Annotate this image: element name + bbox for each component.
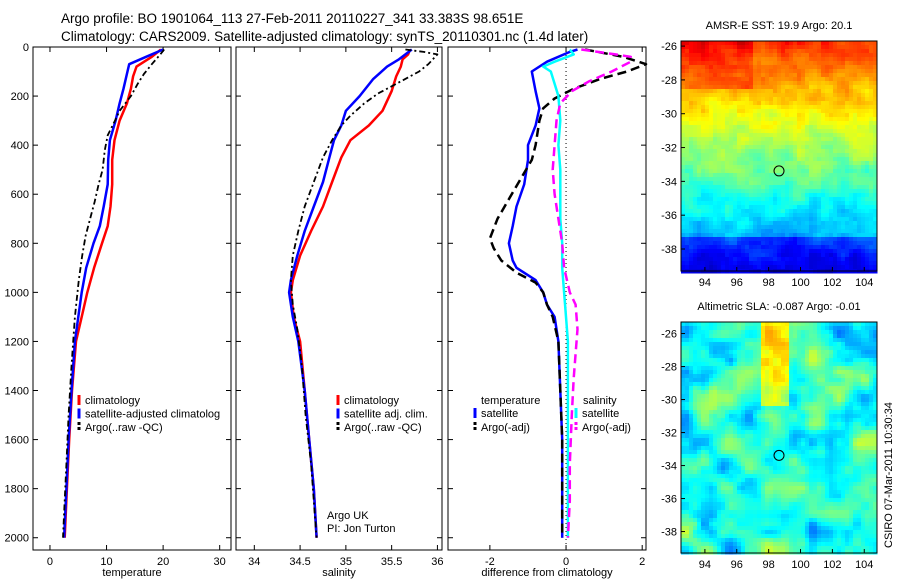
figure-title-line2: Climatology: CARS2009. Satellite-adjuste… xyxy=(61,29,589,44)
y-tick-label-depth: 1600 xyxy=(5,435,29,447)
map-y-tick-label-sst: -30 xyxy=(661,109,677,121)
map-frame-sla xyxy=(680,321,878,554)
argo-position-marker-sst xyxy=(773,165,785,177)
legend-salinity-1-label: satellite adj. clim. xyxy=(344,409,428,421)
x-tick-label-difference: 2 xyxy=(639,556,645,568)
map-y-tick-label-sst: -26 xyxy=(661,41,677,53)
x-tick-label-temperature: 10 xyxy=(100,556,112,568)
map-x-tick-label-sla: 98 xyxy=(763,559,775,571)
map-field-sst xyxy=(681,41,878,274)
map-y-tick-label-sla: -30 xyxy=(661,395,677,407)
legend-diff-temp-satellite-label: satellite xyxy=(481,408,518,420)
x-tick-label-salinity: 35.5 xyxy=(381,556,402,568)
map-y-tick-label-sla: -36 xyxy=(661,494,677,506)
x-tick-label-difference: 0 xyxy=(563,556,569,568)
y-tick-label-depth: 400 xyxy=(11,140,29,152)
x-tick-label-salinity: 35 xyxy=(340,556,352,568)
x-tick-label-salinity: 34.5 xyxy=(289,556,310,568)
y-tick-label-depth: 600 xyxy=(11,189,29,201)
series-line-salinity-satellite-adj-clim- xyxy=(287,48,413,538)
map-title-sst: AMSR-E SST: 19.9 Argo: 20.1 xyxy=(706,20,853,32)
map-x-tick-label-sla: 94 xyxy=(699,559,711,571)
legend-diff-sal-argo-label: Argo(-adj) xyxy=(582,422,631,434)
x-tick-label-difference: -2 xyxy=(485,556,495,568)
map-title-sla: Altimetric SLA: -0.087 Argo: -0.01 xyxy=(697,301,860,313)
y-tick-label-depth: 1000 xyxy=(5,287,29,299)
map-x-tick-label-sst: 100 xyxy=(791,277,809,289)
series-line-temperature-argo-raw-qc- xyxy=(62,48,165,538)
panel-frame-difference xyxy=(447,46,647,551)
map-x-tick-label-sst: 96 xyxy=(731,277,743,289)
y-tick-label-depth: 0 xyxy=(23,42,29,54)
map-x-tick-label-sla: 100 xyxy=(791,559,809,571)
map-y-tick-label-sst: -28 xyxy=(661,75,677,87)
y-tick-label-depth: 1200 xyxy=(5,336,29,348)
x-tick-label-salinity: 36 xyxy=(431,556,443,568)
x-axis-label-temperature: temperature xyxy=(102,567,161,579)
map-y-tick-label-sst: -34 xyxy=(661,176,677,188)
x-tick-label-temperature: 30 xyxy=(214,556,226,568)
y-tick-label-depth: 1400 xyxy=(5,386,29,398)
map-x-tick-label-sst: 104 xyxy=(855,277,873,289)
argo-position-marker-sla xyxy=(773,449,785,461)
map-frame-sst xyxy=(680,40,878,272)
map-y-tick-label-sst: -32 xyxy=(661,143,677,155)
y-tick-label-depth: 200 xyxy=(11,91,29,103)
x-tick-label-temperature: 20 xyxy=(157,556,169,568)
x-axis-label-difference: difference from climatology xyxy=(481,567,613,579)
map-x-tick-label-sla: 102 xyxy=(823,559,841,571)
map-y-tick-label-sla: -38 xyxy=(661,527,677,539)
map-x-tick-label-sst: 98 xyxy=(763,277,775,289)
legend-diff-sal-satellite-label: satellite xyxy=(582,408,619,420)
legend-temperature-0-label: climatology xyxy=(85,395,141,407)
map-x-tick-label-sla: 96 xyxy=(731,559,743,571)
legend-diff-temperature-heading: temperature xyxy=(481,395,540,407)
map-y-tick-label-sst: -38 xyxy=(661,244,677,256)
float-annotation-1: PI: Jon Turton xyxy=(327,523,395,535)
series-line-difference-salinity-argo-adj- xyxy=(551,48,633,538)
y-tick-label-depth: 800 xyxy=(11,238,29,250)
map-y-tick-label-sla: -28 xyxy=(661,362,677,374)
map-x-tick-label-sst: 102 xyxy=(823,277,841,289)
x-tick-label-salinity: 34 xyxy=(248,556,260,568)
panel-frame-salinity xyxy=(235,46,443,551)
series-line-temperature-satellite-adjusted-climatolog xyxy=(62,48,164,538)
panel-frame-temperature xyxy=(32,46,232,551)
map-y-tick-label-sla: -26 xyxy=(661,329,677,341)
float-annotation-0: Argo UK xyxy=(327,510,369,522)
x-axis-label-salinity: salinity xyxy=(322,567,356,579)
map-y-tick-label-sst: -36 xyxy=(661,210,677,222)
map-x-tick-label-sla: 104 xyxy=(855,559,873,571)
x-tick-label-temperature: 0 xyxy=(47,556,53,568)
map-y-tick-label-sla: -34 xyxy=(661,461,677,473)
legend-temperature-1-label: satellite-adjusted climatolog xyxy=(85,409,220,421)
legend-temperature-2-label: Argo(..raw -QC) xyxy=(85,422,163,434)
legend-diff-temp-argo-label: Argo(-adj) xyxy=(481,422,530,434)
map-x-tick-label-sst: 94 xyxy=(699,277,711,289)
series-line-difference-salinity-satellite xyxy=(541,48,575,538)
figure-title-line1: Argo profile: BO 1901064_113 27-Feb-2011… xyxy=(61,11,524,26)
y-tick-label-depth: 1800 xyxy=(5,484,29,496)
series-line-difference-temperature-argo-adj- xyxy=(488,48,648,538)
map-field-sla xyxy=(681,322,878,555)
y-tick-label-depth: 2000 xyxy=(5,533,29,545)
legend-salinity-0-label: climatology xyxy=(344,395,400,407)
legend-diff-salinity-heading: salinity xyxy=(583,395,617,407)
map-y-tick-label-sla: -32 xyxy=(661,428,677,440)
legend-salinity-2-label: Argo(..raw -QC) xyxy=(344,422,422,434)
